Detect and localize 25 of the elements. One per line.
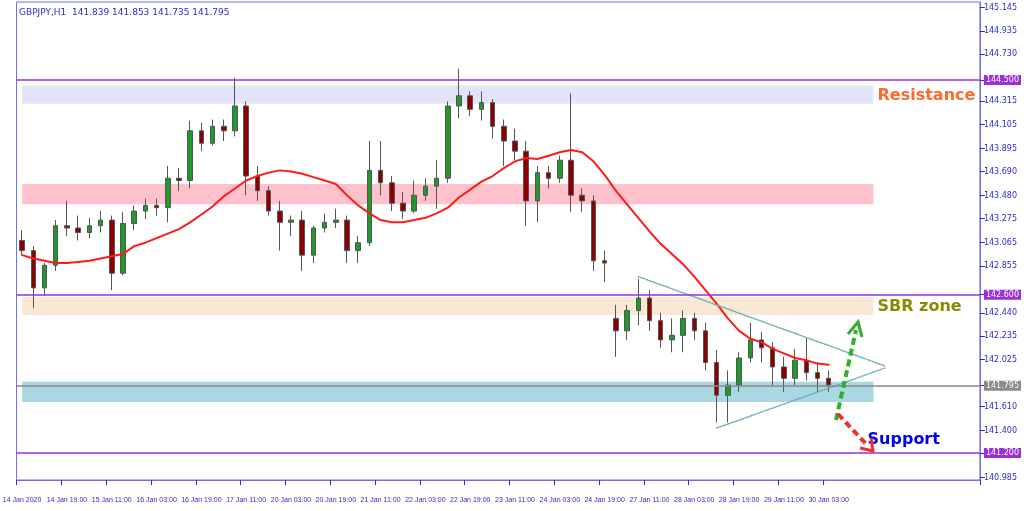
y-tick-label: 143.065: [983, 237, 1018, 247]
band-label: Resistance: [877, 85, 976, 105]
y-tick-label: 142.025: [983, 355, 1018, 365]
y-tick-label: 143.690: [983, 167, 1018, 176]
y-tick-label: 144.105: [983, 120, 1018, 130]
ref-line-label: Support: [867, 429, 941, 449]
y-tick-label: 141.400: [983, 425, 1018, 435]
y-tick-label: 142.855: [983, 261, 1018, 271]
y-tick-label: 145.145: [983, 2, 1018, 12]
y-tick-label: 141.795: [985, 381, 1020, 391]
y-tick-label: 144.730: [983, 49, 1018, 59]
y-tick-label: 142.440: [983, 308, 1018, 318]
y-tick-label: 143.480: [983, 190, 1018, 200]
y-tick-label: 144.315: [983, 96, 1018, 106]
y-tick-label: 142.235: [983, 331, 1018, 341]
y-tick-label: 141.610: [983, 402, 1018, 412]
y-tick-label: 143.895: [983, 143, 1018, 153]
y-tick-label: 144.935: [983, 26, 1018, 36]
y-tick-label: 142.600: [985, 290, 1020, 300]
y-tick-label: 143.275: [983, 213, 1018, 223]
y-tick-label: 141.200: [985, 448, 1020, 458]
y-tick-label: 144.500: [985, 75, 1020, 85]
band-label: SBR zone: [877, 296, 962, 316]
y-tick-label: 140.985: [983, 472, 1018, 482]
text: GBPJPY,H1 141.839 141.853 141.735 141.795: [19, 6, 230, 17]
